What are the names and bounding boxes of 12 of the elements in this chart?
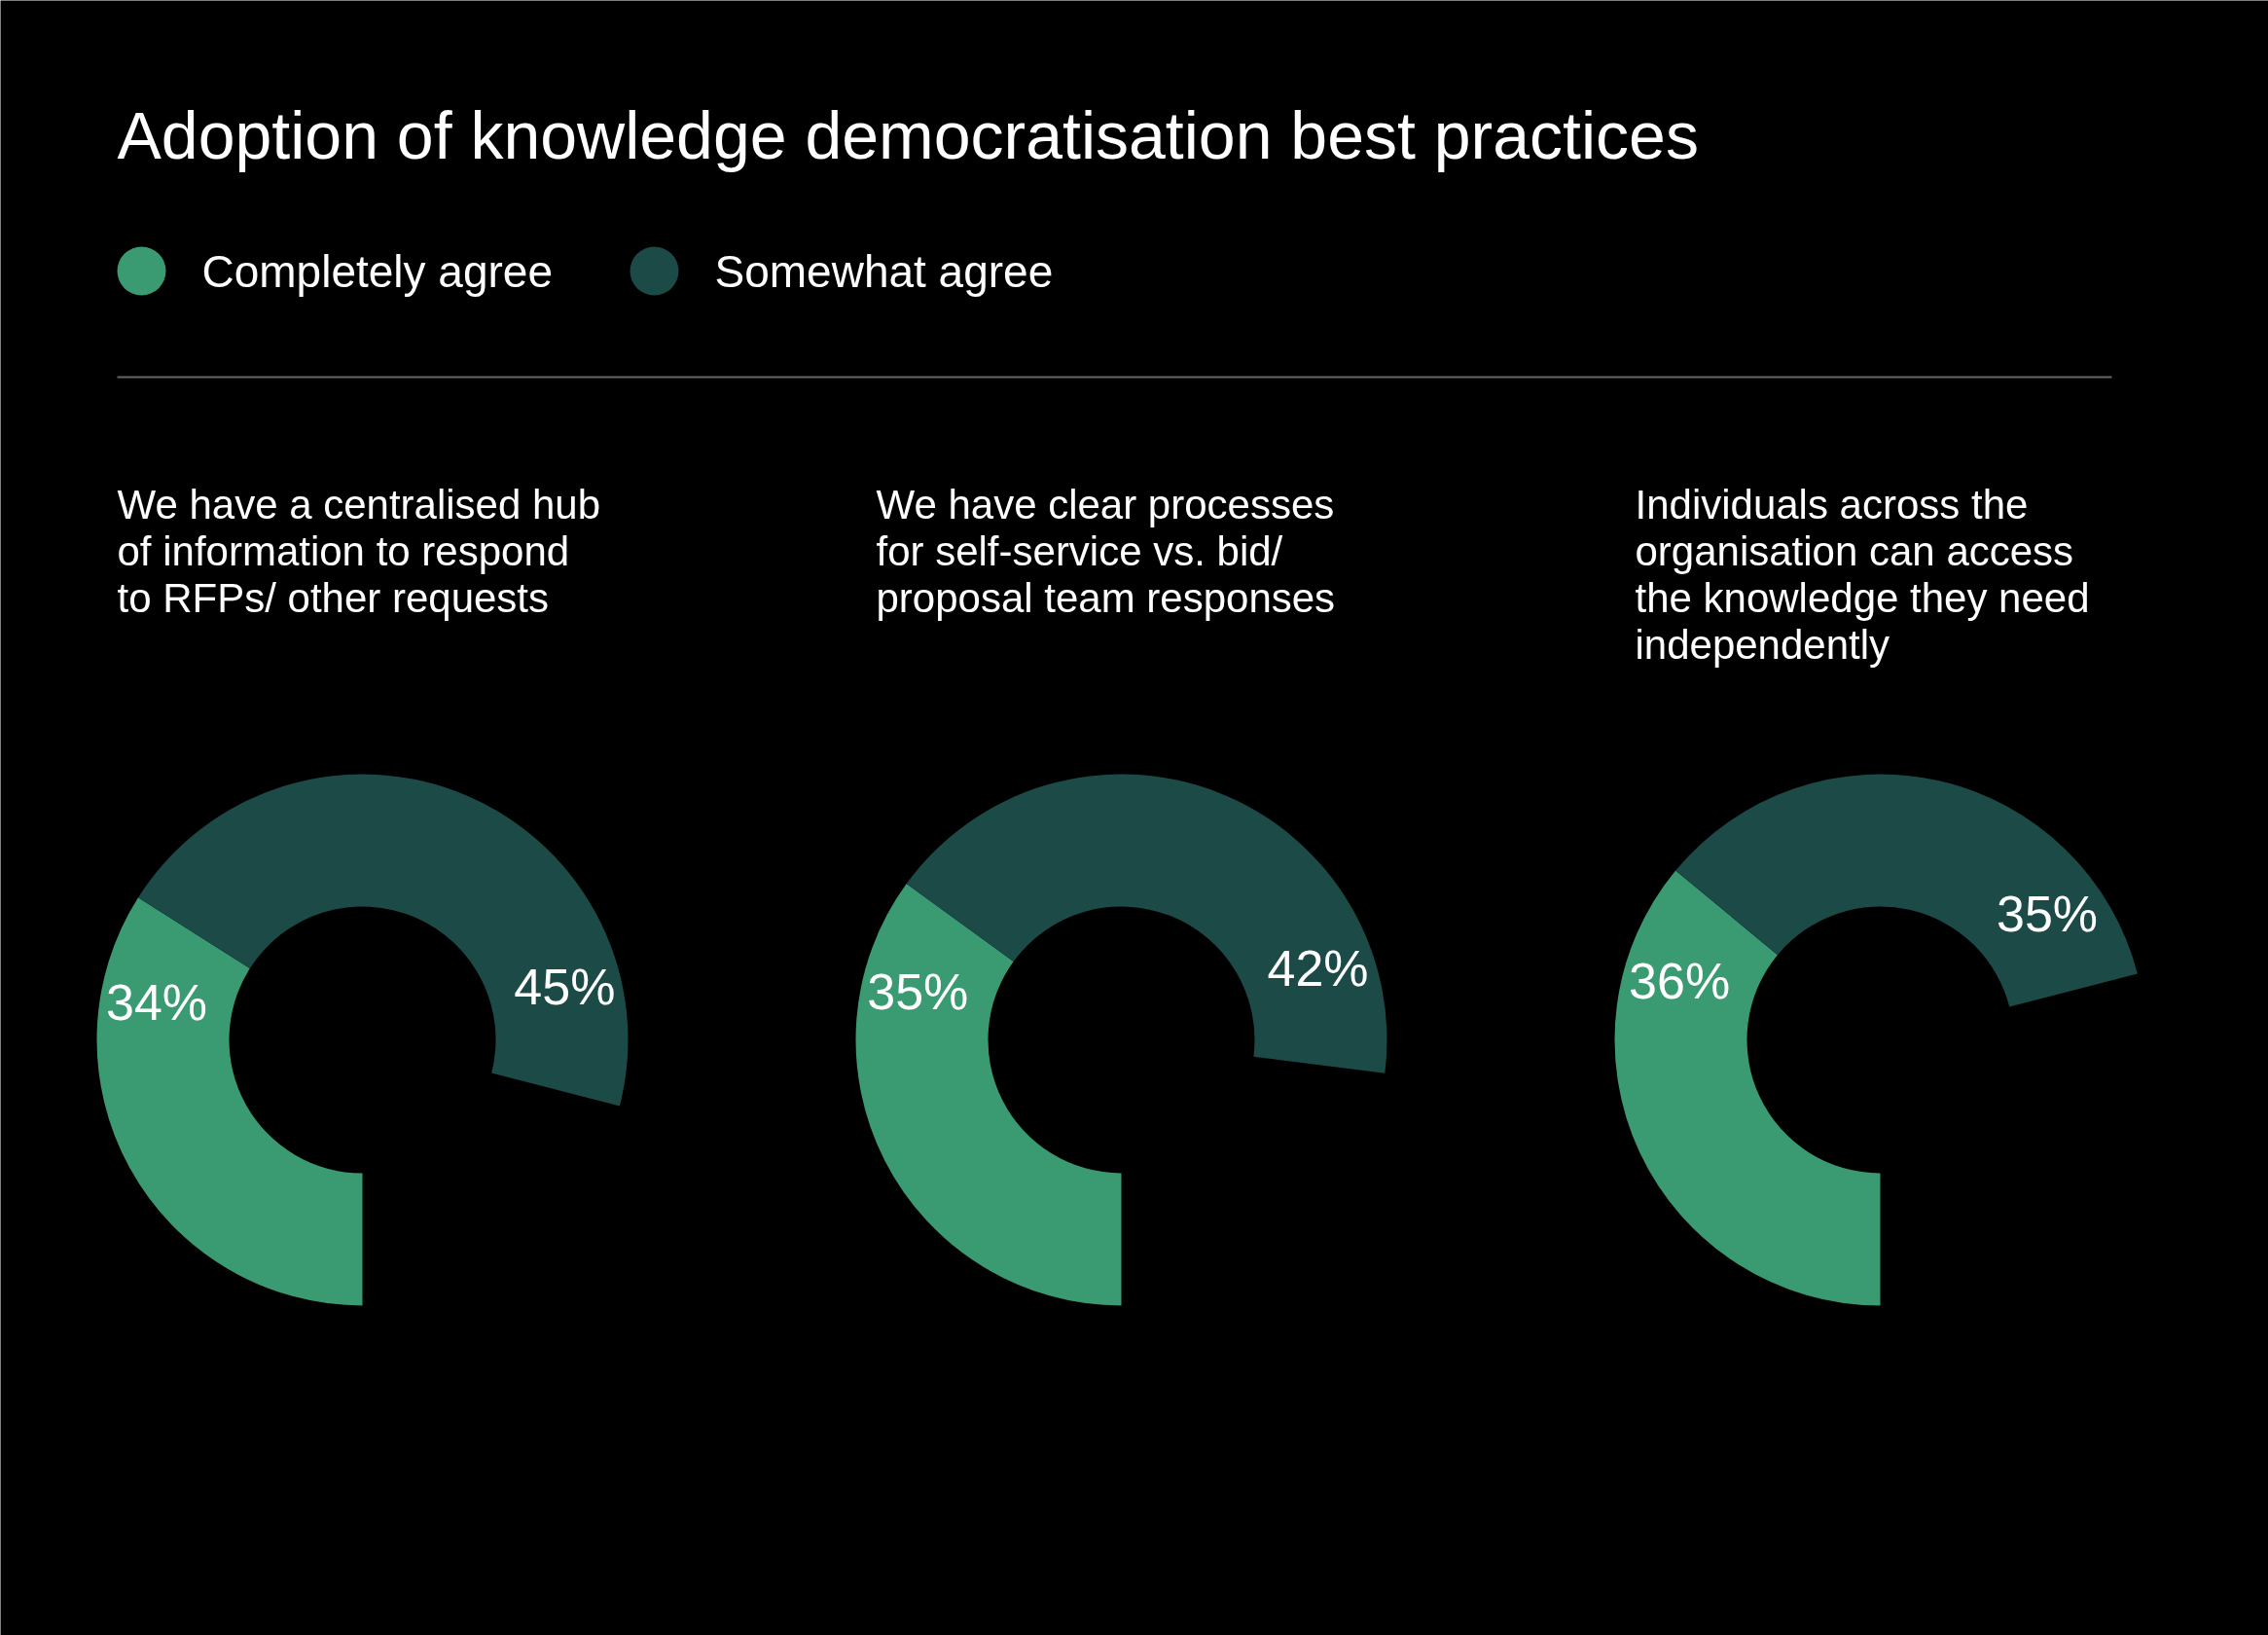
legend-label: Somewhat agree (714, 245, 1054, 297)
legend-label: Completely agree (201, 245, 554, 297)
data-label: 36% (1629, 953, 1731, 1010)
data-label: 35% (1996, 885, 2099, 942)
chart-subtitle: Individuals across the organisation can access the knowledge they need independently (1635, 482, 2090, 668)
data-label: 35% (867, 963, 969, 1020)
data-label: 42% (1267, 939, 1369, 997)
chart-subtitle: We have clear processes for self-service vs. bid/ proposal team responses (876, 482, 1336, 621)
data-label: 45% (514, 958, 616, 1015)
chart-title: Adoption of knowledge democratisation best practices (117, 97, 1699, 172)
text: We have a centralised hub of information to respond to RFPs/ other requests (117, 482, 601, 621)
data-label: 34% (105, 973, 208, 1031)
